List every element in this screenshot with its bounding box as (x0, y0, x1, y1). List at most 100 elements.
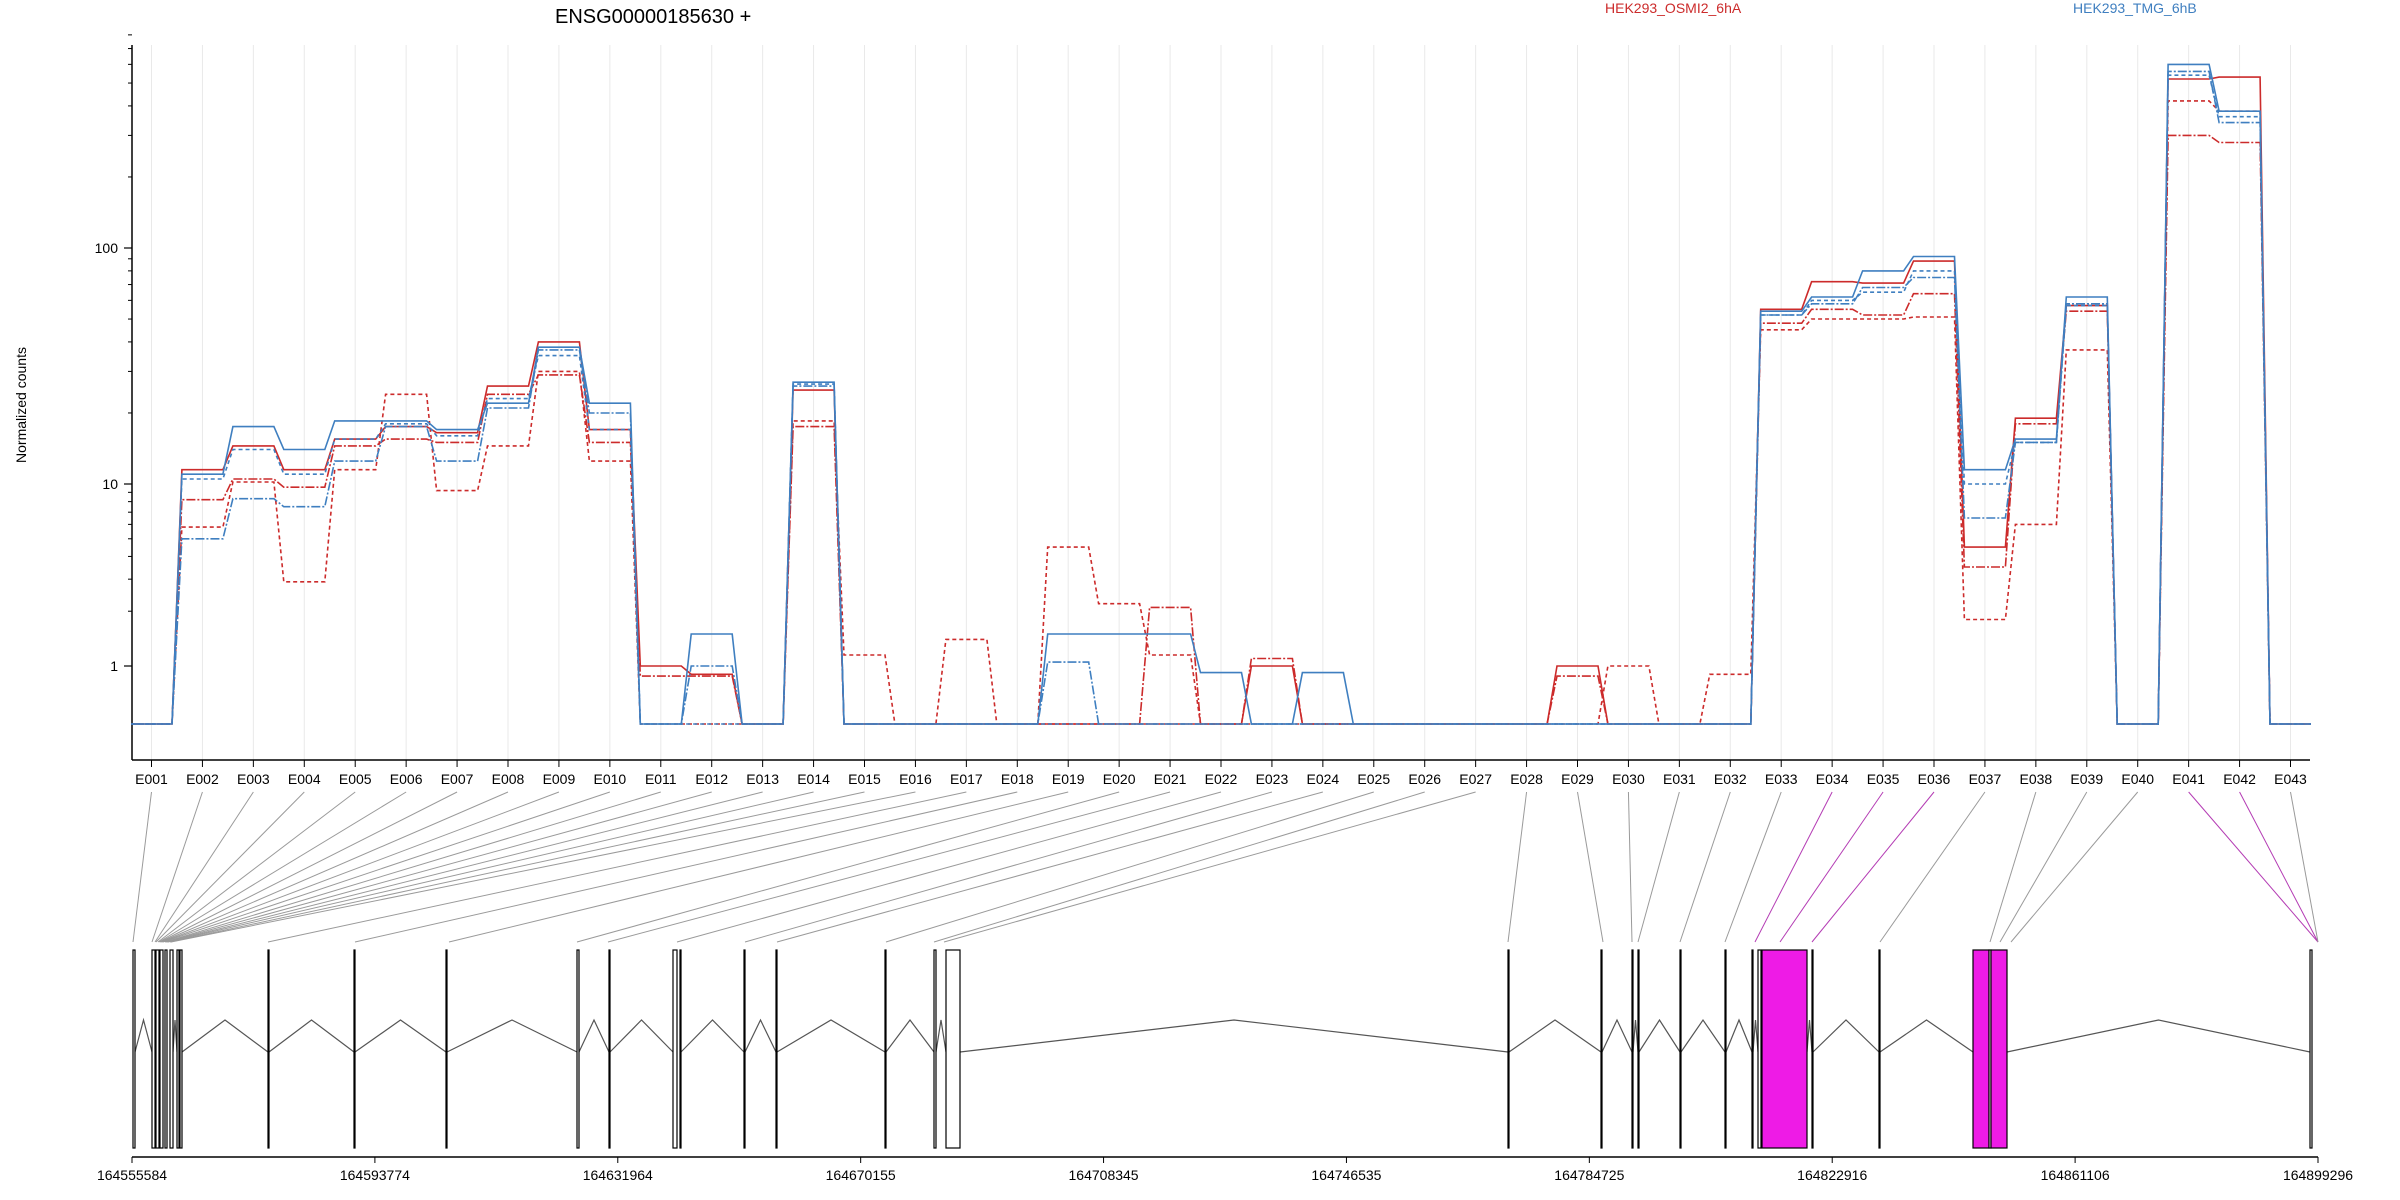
exon-box (155, 949, 160, 1149)
connector-e032 (1679, 791, 1731, 943)
highlighted-exon-box (1972, 949, 1990, 1149)
exon-box (743, 949, 746, 1149)
highlighted-exon-box (1990, 949, 2008, 1149)
exon-box (1811, 949, 1814, 1149)
intron-line (1632, 1019, 1639, 1053)
x-tick-label-e035: E035 (1867, 771, 1900, 787)
exon-box (1724, 949, 1727, 1149)
intron-line (935, 1019, 947, 1053)
y-tick-label: 10 (102, 476, 118, 492)
x-tick-label-e040: E040 (2121, 771, 2154, 787)
exon-box (884, 949, 887, 1149)
connector-e039 (1999, 791, 2088, 943)
x-tick-label-e042: E042 (2223, 771, 2256, 787)
connector-e019 (448, 791, 1069, 943)
exon-box (1751, 949, 1754, 1149)
connector-e022 (676, 791, 1222, 943)
connector-e041 (2188, 791, 2319, 943)
intron-line (1508, 1019, 1602, 1053)
exon-box (151, 949, 156, 1149)
exon-box (132, 949, 136, 1149)
genome-tick-label: 164822916 (1797, 1167, 1867, 1183)
genome-tick-label: 164784725 (1554, 1167, 1624, 1183)
connector-e016 (170, 791, 916, 943)
connector-e037 (1879, 791, 1986, 943)
connector-e003 (154, 791, 254, 943)
x-tick-label-e020: E020 (1103, 771, 1136, 787)
exon-box (164, 949, 168, 1149)
connector-e030 (1627, 791, 1633, 943)
genome-tick-label: 164861106 (2041, 1167, 2110, 1183)
exon-box (179, 949, 183, 1149)
x-tick-label-e038: E038 (2020, 771, 2053, 787)
intron-line (776, 1019, 886, 1053)
x-tick-label-e003: E003 (237, 771, 270, 787)
connector-e029 (1577, 791, 1604, 943)
series-line-4 (131, 63, 2311, 725)
exon-box (267, 949, 270, 1149)
x-tick-label-e017: E017 (950, 771, 983, 787)
intron-line (268, 1019, 355, 1053)
connector-e024 (776, 791, 1323, 943)
connector-e028 (1507, 791, 1528, 943)
x-axis: E001 E002 E003 E004 E005 E006 E007 E008 E009 E010… (132, 759, 2310, 787)
x-tick-label-e036: E036 (1918, 771, 1951, 787)
x-tick-label-e033: E033 (1765, 771, 1798, 787)
x-tick-label-e022: E022 (1205, 771, 1238, 787)
genome-tick-label: 164708345 (1069, 1167, 1139, 1183)
x-tick-label-e028: E028 (1510, 771, 1543, 787)
connector-e035 (1779, 791, 1884, 943)
x-tick-label-e023: E023 (1256, 771, 1289, 787)
intron-line (1638, 1018, 1681, 1053)
x-tick-label-e027: E027 (1459, 771, 1492, 787)
genome-tick-label: 164746535 (1311, 1167, 1381, 1183)
exon-box (945, 949, 961, 1149)
connector-e031 (1637, 791, 1680, 943)
connector-e027 (943, 791, 1476, 943)
connector-e011 (164, 791, 661, 943)
exon-box (1637, 949, 1640, 1149)
x-tick-label-e016: E016 (899, 771, 932, 787)
exon-box (1600, 949, 1603, 1149)
genome-tick-label: 164593774 (340, 1167, 410, 1183)
connector-e021 (607, 791, 1171, 943)
x-tick-label-e026: E026 (1408, 771, 1441, 787)
exon-box (775, 949, 778, 1149)
exon-box (1631, 949, 1634, 1149)
intron-line (959, 1019, 1509, 1053)
y-tick-label: 1 (110, 658, 118, 674)
connector-e020 (576, 791, 1120, 943)
x-tick-label-e019: E019 (1052, 771, 1085, 787)
intron-line (1752, 1019, 1759, 1053)
y-axis: 1 10 100 (95, 34, 133, 760)
connector-e001 (132, 791, 152, 943)
genome-tick-label: 164631964 (583, 1167, 653, 1183)
connector-e014 (167, 791, 814, 943)
y-tick-label: 100 (95, 240, 119, 256)
x-tick-label-e031: E031 (1663, 771, 1696, 787)
intron-line (134, 1017, 153, 1053)
connector-e006 (158, 791, 407, 943)
connector-e040 (2010, 791, 2139, 943)
x-tick-label-e043: E043 (2274, 771, 2307, 787)
intron-line (354, 1019, 447, 1053)
intron-line (181, 1019, 269, 1053)
intron-line (1725, 1018, 1753, 1053)
x-tick-label-e015: E015 (848, 771, 881, 787)
intron-line (172, 1019, 178, 1053)
exon-box (353, 949, 356, 1149)
x-tick-label-e034: E034 (1816, 771, 1849, 787)
connector-e002 (151, 791, 203, 943)
legend-entry-tmg: HEK293_TMG_6hB (2073, 0, 2197, 16)
exon-box (679, 949, 682, 1149)
intron-line (2006, 1019, 2311, 1053)
genome-tick-label: 164670155 (826, 1167, 896, 1183)
exon-connectors (132, 791, 2319, 943)
x-tick-label-e029: E029 (1561, 771, 1594, 787)
intron-line (578, 1018, 610, 1053)
y-axis-label: Normalized counts (13, 347, 29, 463)
x-tick-label-e005: E005 (339, 771, 372, 787)
x-tick-label-e021: E021 (1154, 771, 1187, 787)
connector-e010 (162, 791, 611, 943)
